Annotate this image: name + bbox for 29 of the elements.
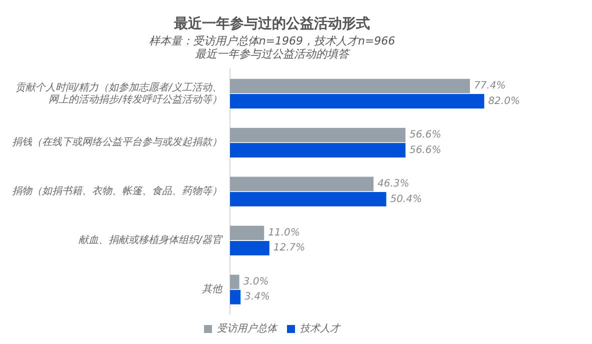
bar (230, 226, 264, 240)
bar (230, 128, 406, 142)
y-tick-label: 献血、捐献或移植身体组织/器官 (78, 234, 223, 246)
data-label: 3.4% (244, 292, 270, 303)
y-tick-label: 其他 (202, 283, 223, 296)
data-label: 56.6% (409, 144, 442, 156)
data-label: 50.4% (390, 194, 422, 205)
bar (230, 94, 484, 108)
bar (230, 274, 240, 290)
data-label: 46.3% (378, 178, 410, 190)
bar (230, 290, 241, 304)
bar (230, 176, 374, 192)
data-label: 56.6% (409, 130, 442, 141)
bar (230, 192, 386, 206)
data-label: 77.4% (474, 80, 506, 92)
data-label: 12.7% (273, 242, 306, 254)
bar (230, 240, 270, 256)
bar (230, 143, 406, 158)
legend-label: 受访用户总体 (217, 322, 278, 335)
y-tick-label: 捐钱（在线下或网络公益平台参与或发起捐款） (12, 136, 222, 148)
y-tick-label: 贡献个人时间/精力（如参加志愿者/义工活动、网上的活动捐步/转发呼吁公益活动等） (15, 81, 222, 106)
bar (230, 78, 470, 94)
data-label: 82.0% (488, 96, 520, 107)
y-tick-label: 捐物（如捐书籍、衣物、帐篷、食品、药物等） (12, 185, 222, 198)
data-label: 3.0% (243, 276, 269, 288)
chart-subtitle: 样本量：受访用户总体n=1969，技术人才n=966 最近一年参与过公益活动的填答 (148, 34, 396, 60)
legend-label: 技术人才 (300, 322, 342, 335)
data-label: 11.0% (268, 228, 300, 239)
chart-title: 最近一年参与过的公益活动形式 (173, 15, 370, 32)
